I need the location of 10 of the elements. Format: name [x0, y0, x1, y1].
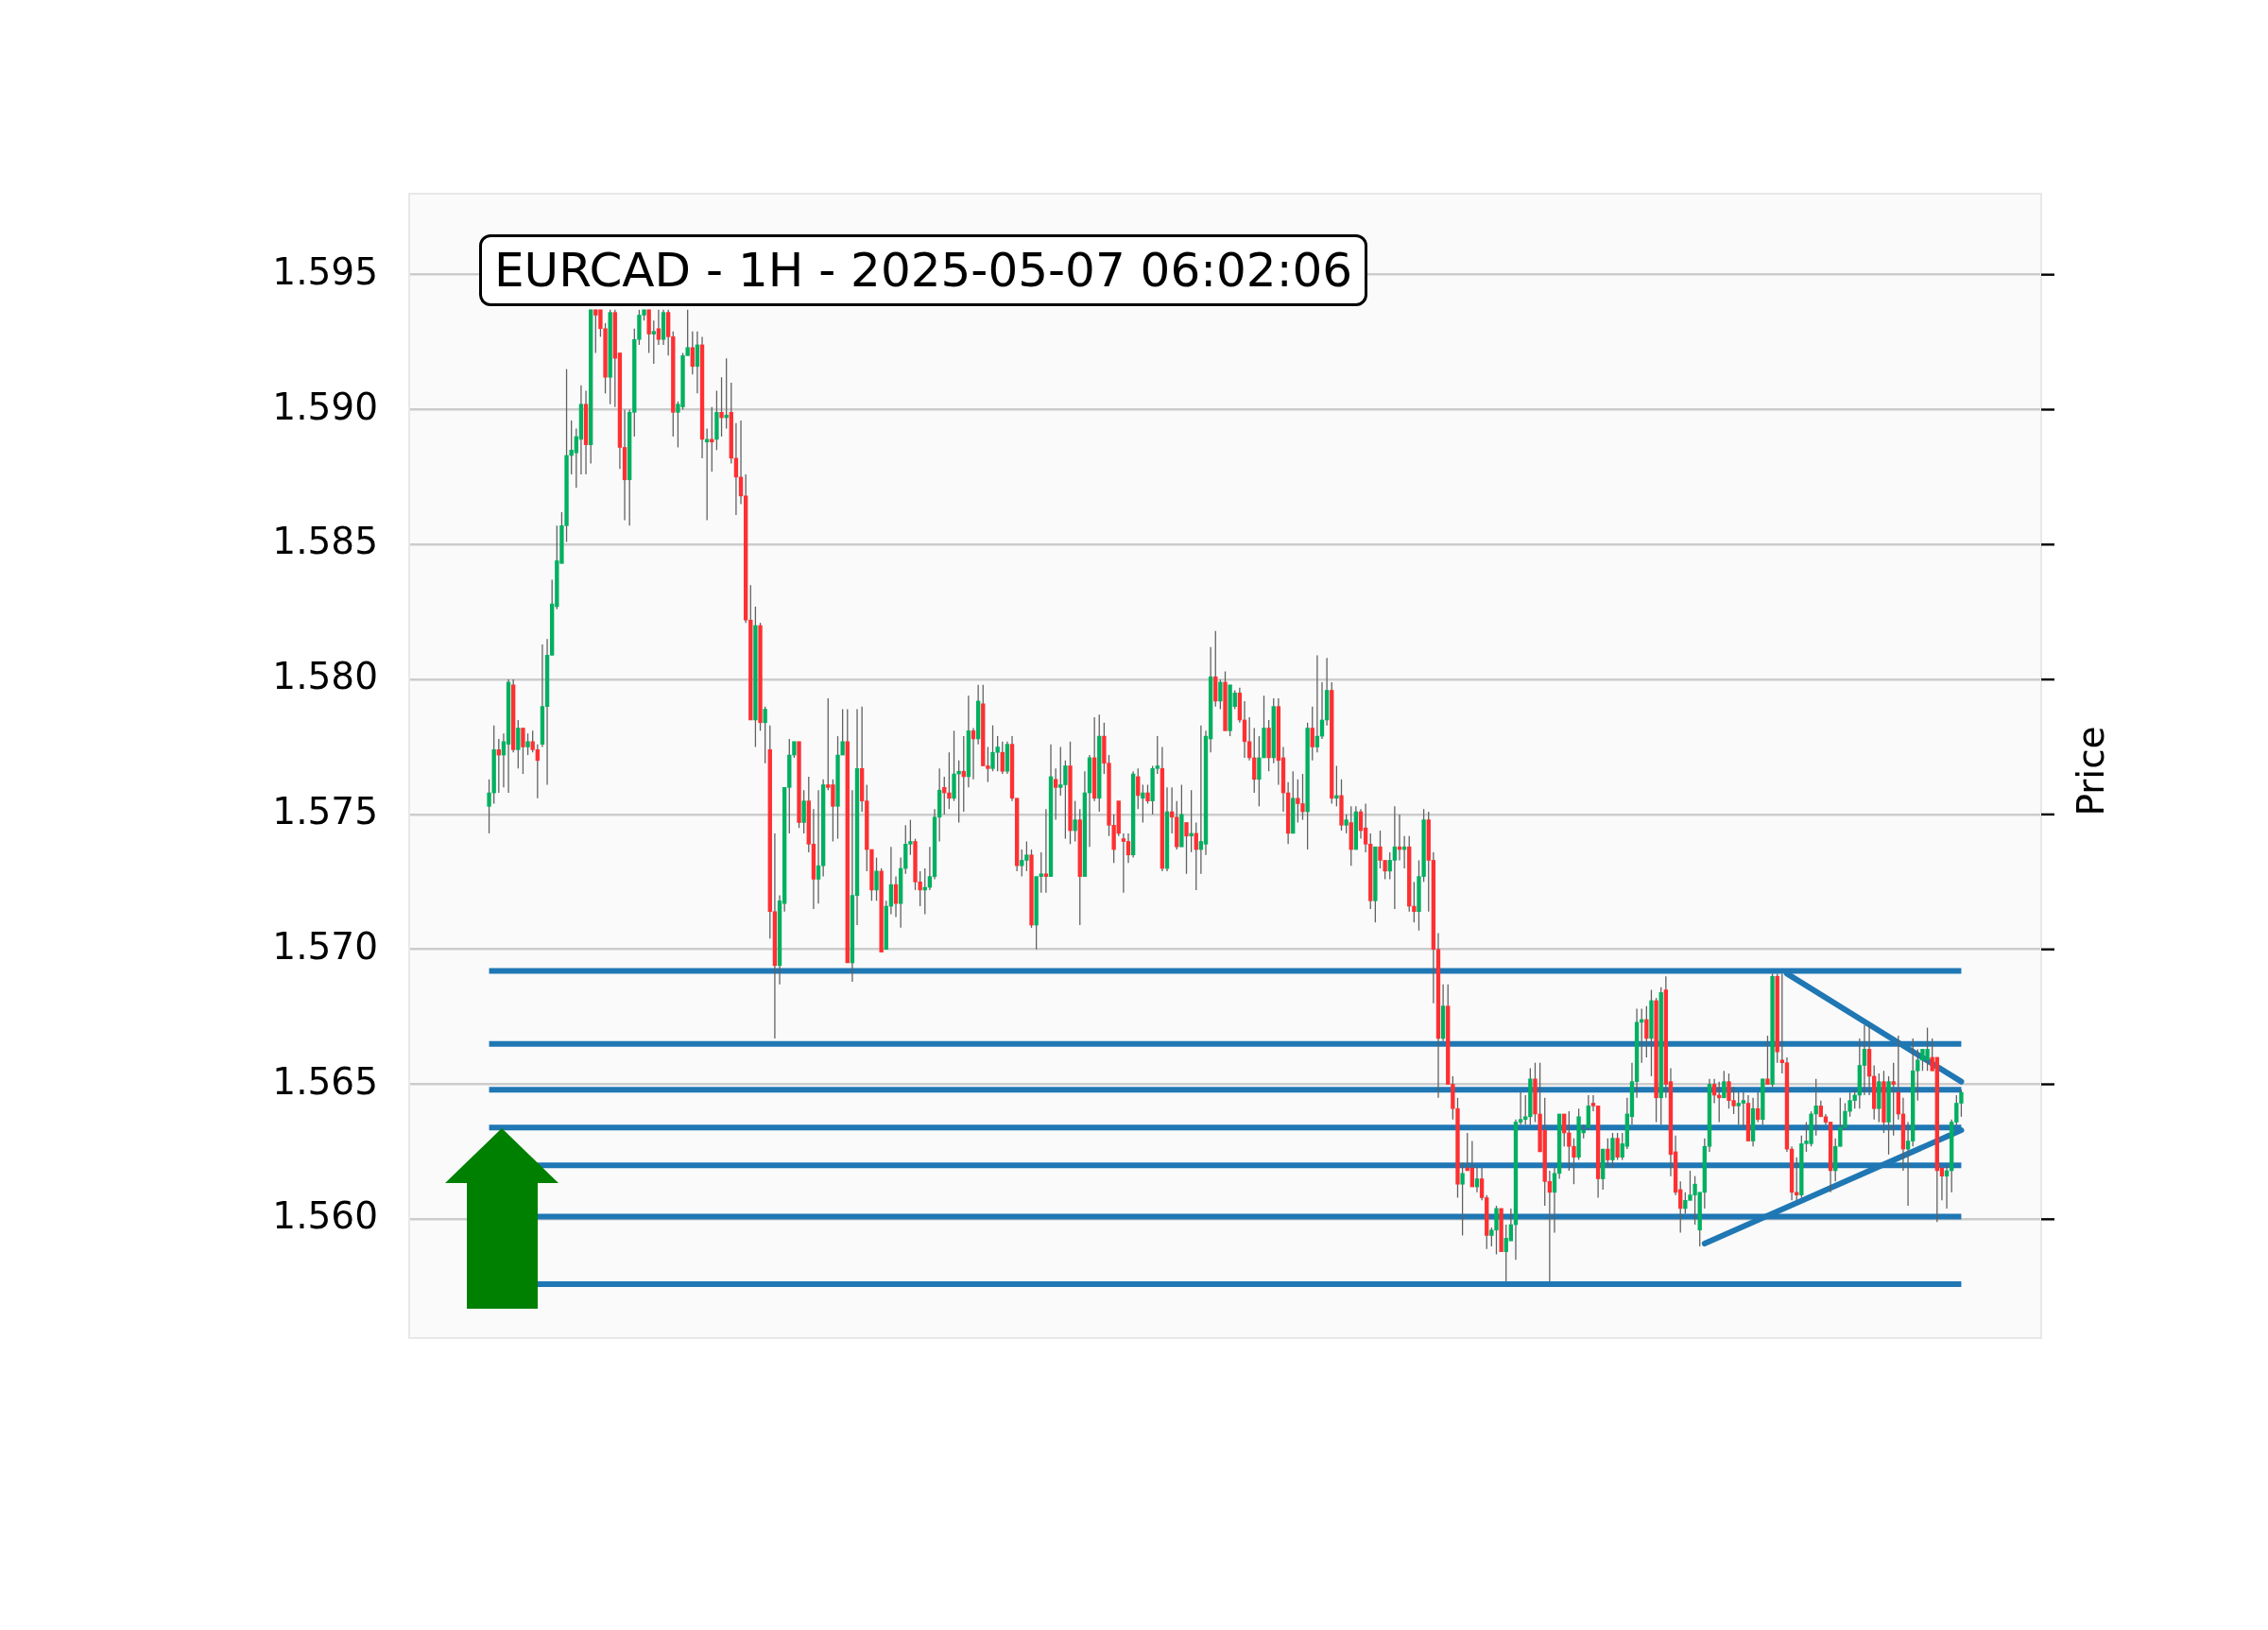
y-tick-label: 1.580: [272, 655, 378, 698]
y-tick-label: 1.565: [272, 1059, 378, 1103]
y-tick-label: 1.560: [272, 1194, 378, 1238]
y-tick-label: 1.575: [272, 790, 378, 833]
y-tick-label: 1.590: [272, 385, 378, 428]
y-tick-label: 1.595: [272, 249, 378, 293]
text: EURCAD - 1H - 2025-05-07 06:02:06: [479, 234, 1368, 306]
y-tick-label: 1.585: [272, 520, 378, 563]
y-tick-label: 1.570: [272, 924, 378, 968]
y-axis-title: Price: [2070, 726, 2113, 816]
